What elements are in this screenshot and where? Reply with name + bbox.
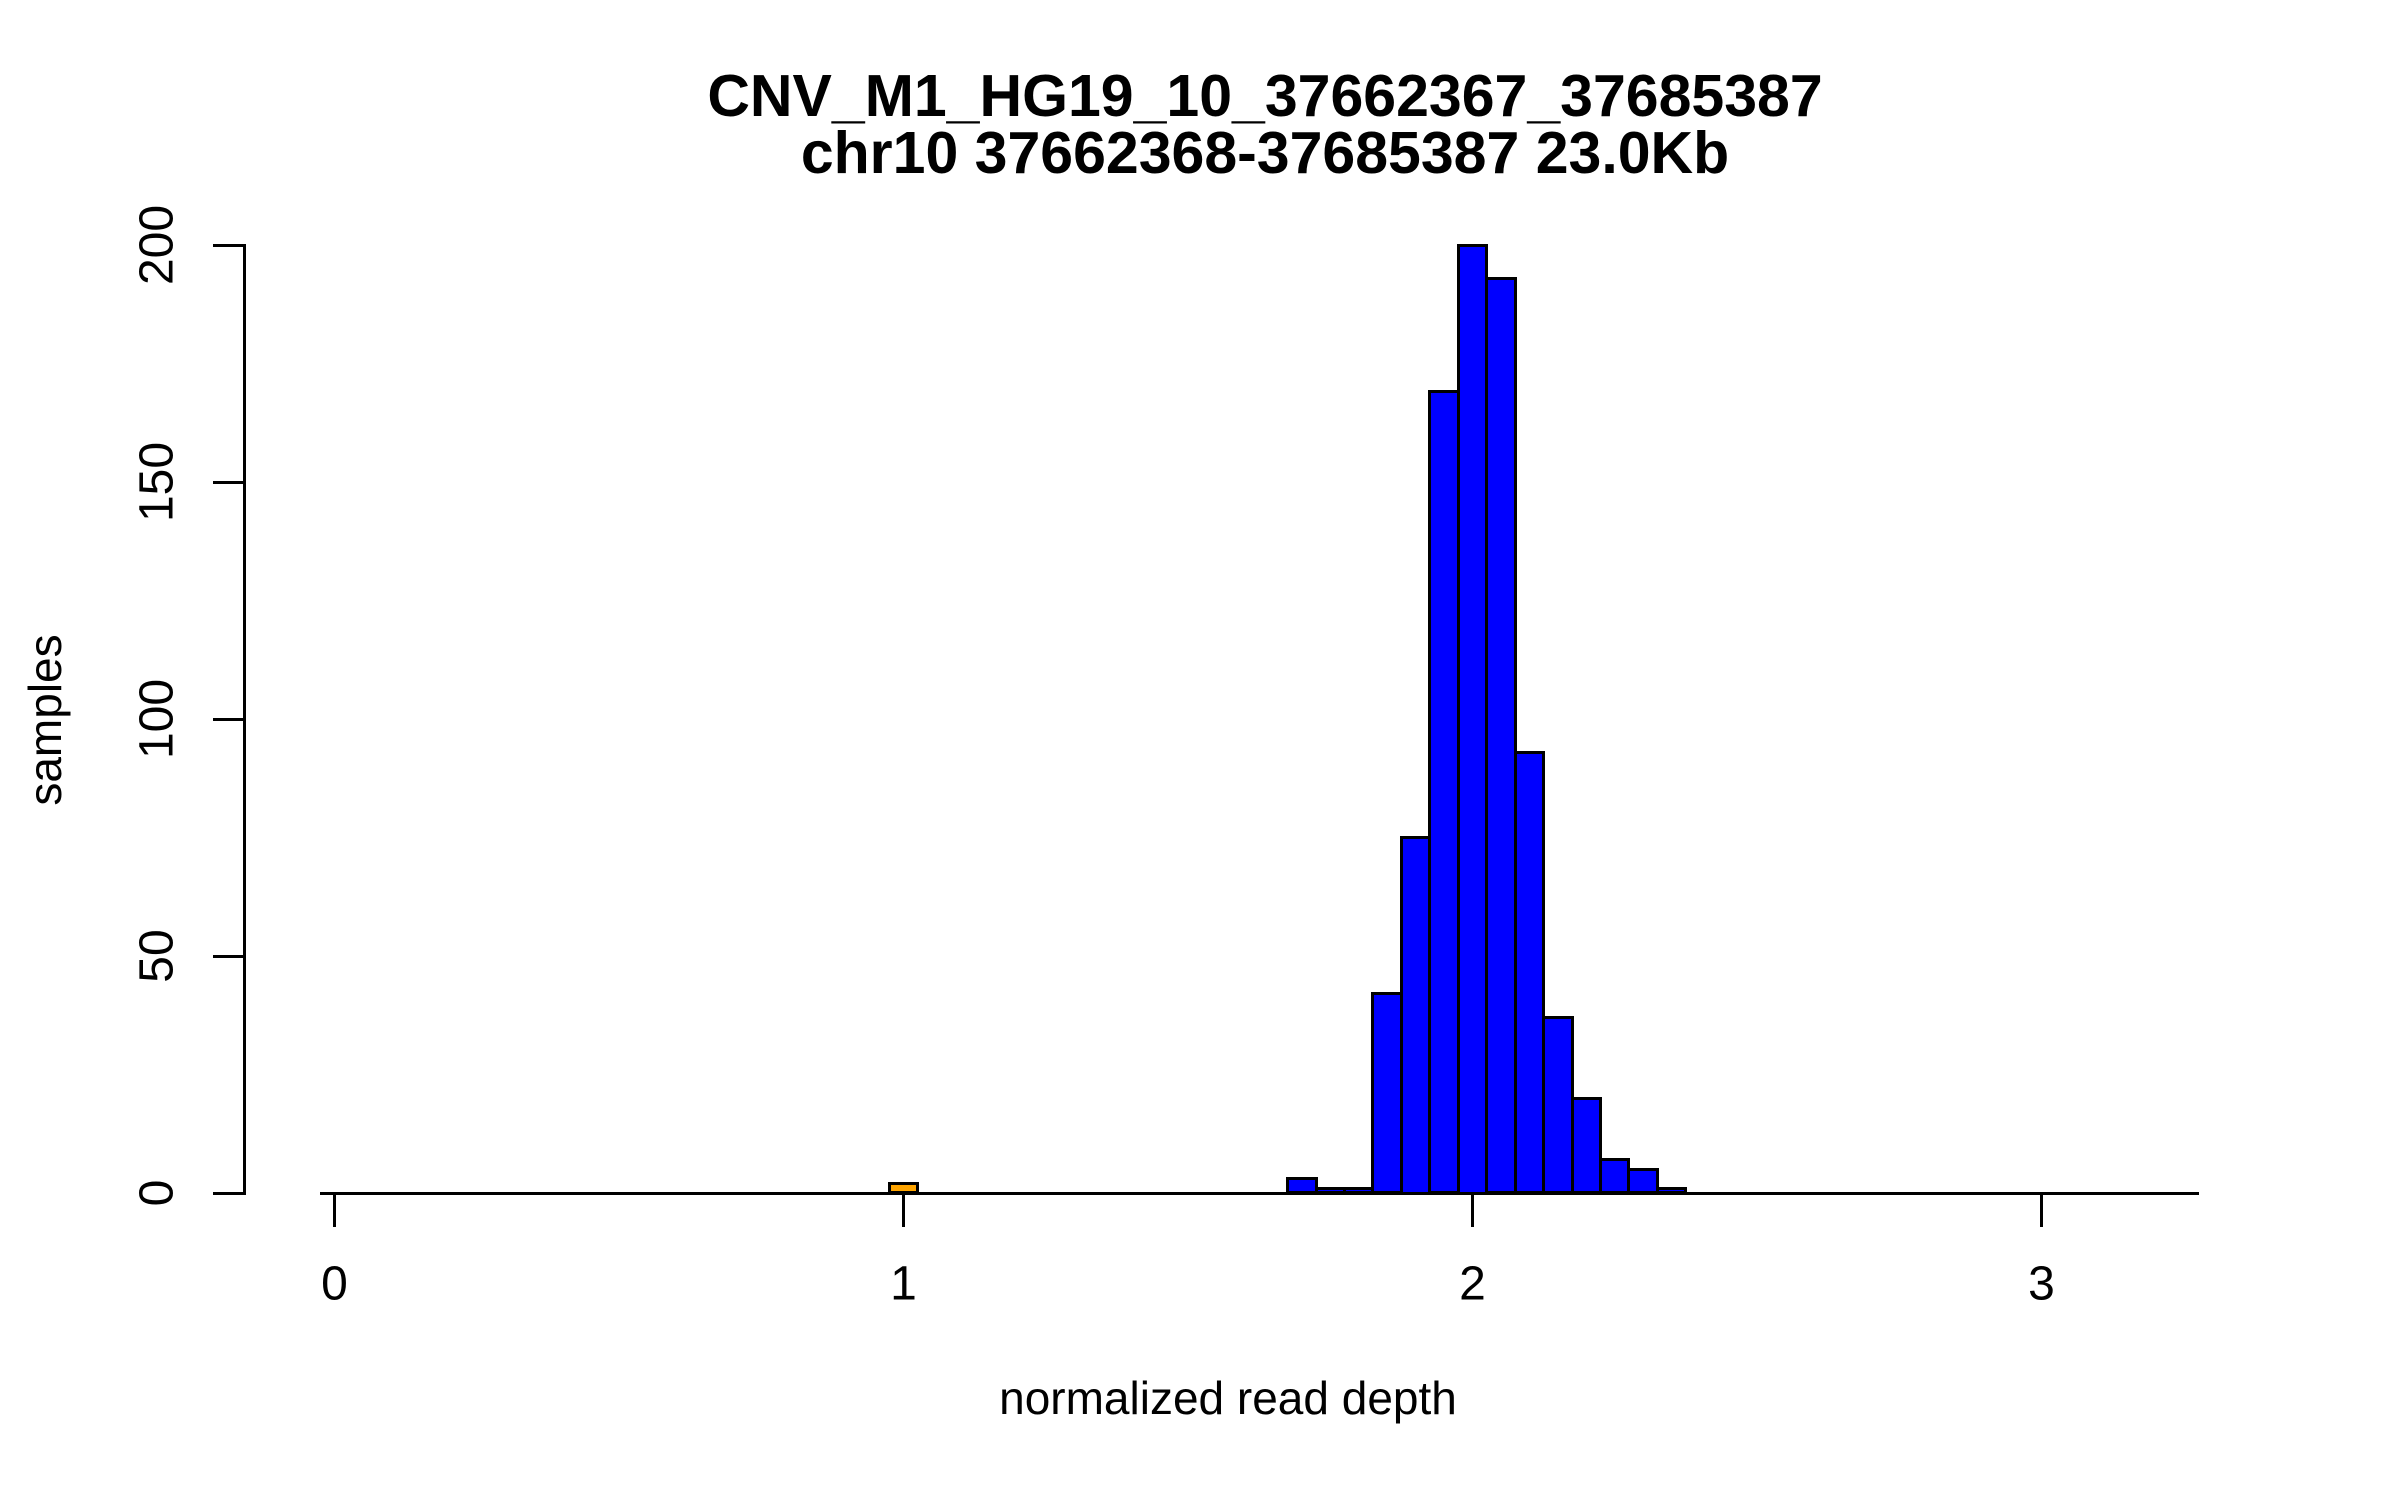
x-axis-line [320, 1191, 2199, 1195]
histogram-bar [1627, 1167, 1659, 1195]
y-axis-tick [213, 243, 243, 247]
histogram-bar [1655, 1186, 1688, 1195]
y-axis-tick-label: 100 [130, 678, 184, 760]
histogram-bar [1342, 1186, 1375, 1195]
y-axis-tick-label: 150 [130, 441, 184, 523]
y-axis-tick [213, 954, 243, 958]
histogram-bar [1399, 836, 1432, 1195]
chart-subtitle: chr10 37662368-37685387 23.0Kb [800, 120, 1730, 186]
histogram-bar-highlight [887, 1182, 920, 1195]
y-axis-line [243, 243, 246, 1195]
histogram-bar [1513, 750, 1546, 1195]
y-axis-tick [213, 1191, 243, 1195]
histogram-bar [1428, 390, 1460, 1195]
histogram-bar [1570, 1096, 1602, 1195]
x-axis-tick-label: 3 [2028, 1257, 2055, 1311]
x-axis-tick [902, 1194, 905, 1227]
histogram-bar [1314, 1186, 1346, 1195]
x-axis-tick [2040, 1194, 2043, 1227]
histogram-bar [1542, 1016, 1574, 1195]
histogram-bar [1485, 276, 1517, 1195]
x-axis-tick-label: 0 [321, 1257, 348, 1311]
y-axis-tick [213, 480, 243, 484]
x-axis-tick-label: 2 [1459, 1257, 1486, 1311]
y-axis-tick-label: 50 [130, 929, 184, 983]
chart-title: CNV_M1_HG19_10_37662367_37685387 [707, 63, 1823, 129]
x-axis-tick-label: 1 [890, 1257, 917, 1311]
y-axis-tick-label: 0 [130, 1179, 184, 1207]
x-axis-tick [1471, 1194, 1474, 1227]
x-axis-tick [333, 1194, 336, 1227]
histogram-bar [1286, 1177, 1318, 1195]
y-axis-tick [213, 717, 243, 721]
x-axis-label: normalized read depth [999, 1372, 1457, 1424]
histogram-bar [1371, 992, 1403, 1195]
y-axis-tick-label: 200 [130, 204, 184, 286]
histogram-bar [1456, 243, 1489, 1195]
histogram-bar [1599, 1158, 1631, 1195]
